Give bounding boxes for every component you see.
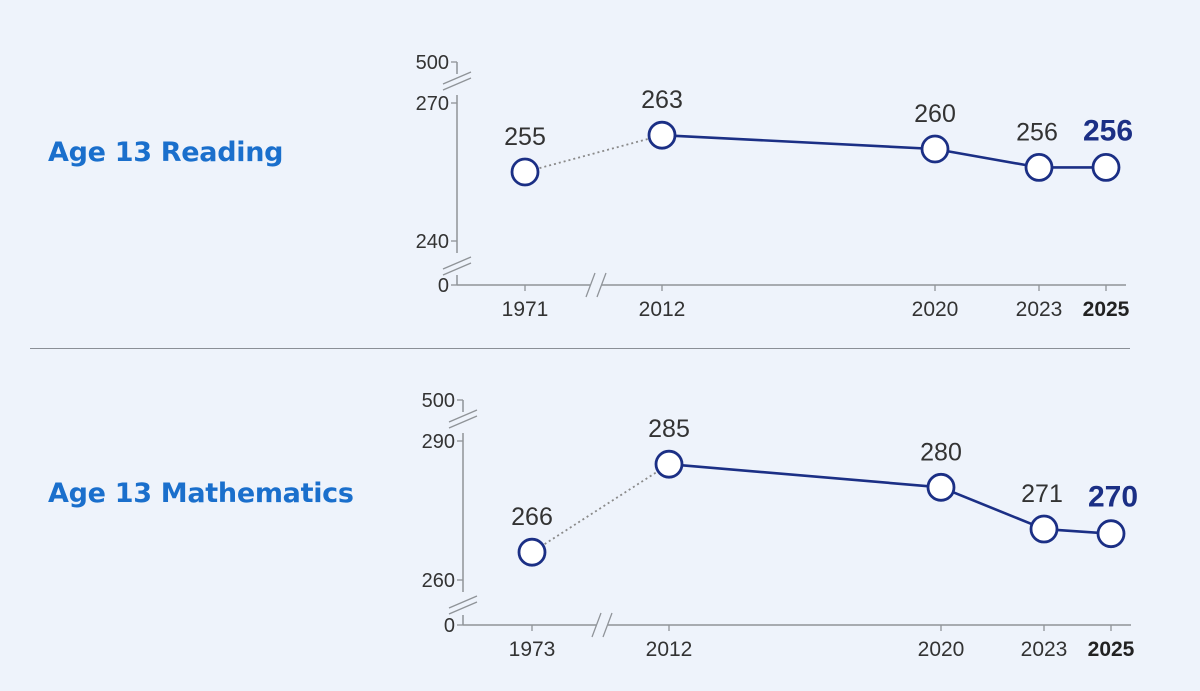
x-tick-label: 1971 — [502, 298, 549, 321]
y-tick-label: 270 — [416, 93, 449, 115]
x-tick-label: 2012 — [646, 638, 693, 661]
y-tick-label: 500 — [422, 390, 455, 412]
chart-title-reading: Age 13 Reading — [48, 137, 284, 168]
data-label: 260 — [914, 100, 956, 128]
y-tick-label: 290 — [422, 431, 455, 453]
x-axis-break-a — [585, 272, 596, 298]
y-axis-break-bottom-a — [442, 256, 472, 270]
y-axis-break-top-b — [448, 415, 478, 429]
y-tick-label: 0 — [444, 615, 455, 637]
x-axis-break-b — [602, 612, 613, 638]
data-label: 255 — [504, 123, 546, 151]
x-tick-label: 2025 — [1088, 638, 1135, 661]
data-label: 263 — [641, 86, 683, 114]
series-segment — [940, 486, 1045, 531]
chart-title-mathematics: Age 13 Mathematics — [48, 478, 354, 509]
y-axis-break-top-a — [442, 71, 472, 85]
x-tick-label: 1973 — [509, 638, 556, 661]
data-label-highlight: 270 — [1088, 481, 1138, 514]
y-tick-label: 260 — [422, 570, 455, 592]
x-tick-label: 2012 — [639, 298, 686, 321]
x-tick-label: 2025 — [1083, 298, 1130, 321]
data-point — [1024, 152, 1054, 182]
x-tick-label: 2020 — [918, 638, 965, 661]
series-segment-dotted — [524, 134, 663, 173]
data-point — [654, 449, 684, 479]
y-axis-break-bottom-b — [448, 601, 478, 615]
x-axis-break-a — [591, 612, 602, 638]
data-point — [1096, 519, 1126, 549]
x-tick-label: 2020 — [912, 298, 959, 321]
y-axis-break-top-b — [442, 77, 472, 91]
data-label: 280 — [920, 438, 962, 466]
y-axis-break-bottom-b — [442, 262, 472, 276]
data-point — [517, 537, 547, 567]
series-segment — [661, 133, 936, 151]
data-label: 285 — [648, 415, 690, 443]
y-axis-break-top-a — [448, 409, 478, 423]
reading-trend-chart: 500 270 240 0 1971 2012 2020 2023 2025 255 263 260 2… — [416, 52, 1133, 321]
data-point — [920, 134, 950, 164]
y-axis-break-bottom-a — [448, 595, 478, 609]
data-label: 266 — [511, 503, 553, 531]
y-tick-label: 240 — [416, 231, 449, 253]
data-point — [1029, 514, 1059, 544]
data-point — [926, 472, 956, 502]
data-label: 271 — [1021, 480, 1063, 508]
panel-divider — [30, 348, 1130, 349]
y-tick-label: 500 — [416, 52, 449, 74]
y-tick-label: 0 — [438, 275, 449, 297]
series-segment — [934, 147, 1040, 169]
data-label-highlight: 256 — [1083, 114, 1133, 147]
series-segment — [668, 462, 942, 489]
series-segment-dotted — [531, 463, 670, 553]
data-label: 256 — [1016, 118, 1058, 146]
x-tick-label: 2023 — [1021, 638, 1068, 661]
data-point — [1091, 152, 1121, 182]
data-point — [510, 157, 540, 187]
data-point — [647, 120, 677, 150]
x-tick-label: 2023 — [1016, 298, 1063, 321]
x-axis-break-b — [596, 272, 607, 298]
